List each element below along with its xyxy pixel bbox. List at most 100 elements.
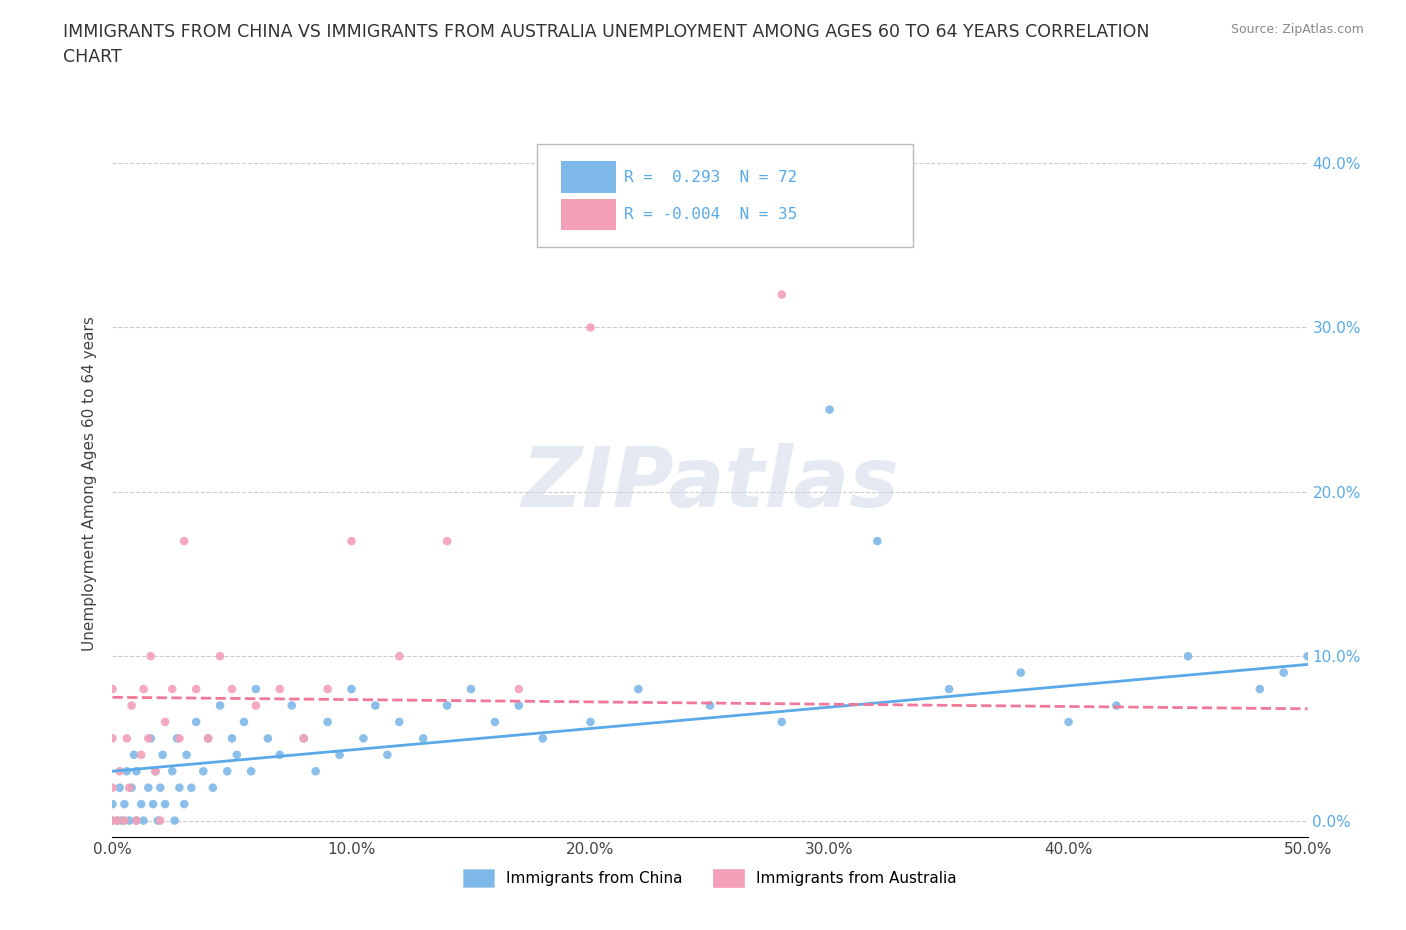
Point (221, 731, 243, 746)
Point (340, 682, 363, 697)
Point (169, 780, 191, 795)
Point (201, 780, 224, 795)
Point (1296, 649, 1319, 664)
Point (101, 682, 124, 697)
Legend: Immigrants from China, Immigrants from Australia: Immigrants from China, Immigrants from A… (457, 863, 963, 893)
Point (149, 813, 172, 828)
Point (125, 764, 148, 778)
Point (225, 748, 247, 763)
Point (114, 813, 135, 828)
Point (118, 813, 141, 828)
Text: R = -0.004  N = 35: R = -0.004 N = 35 (624, 206, 797, 221)
Point (292, 731, 315, 746)
Point (377, 748, 399, 763)
Point (1105, 698, 1128, 713)
Point (115, 731, 138, 746)
Point (245, 698, 267, 713)
Point (149, 780, 172, 795)
Point (176, 748, 198, 763)
Point (1272, 665, 1295, 680)
Point (531, 731, 554, 746)
Point (186, 714, 208, 729)
Point (388, 649, 411, 664)
Point (118, 780, 141, 795)
Point (173, 534, 195, 549)
FancyBboxPatch shape (561, 162, 616, 193)
Point (436, 698, 458, 713)
Point (257, 731, 280, 746)
Text: IMMIGRANTS FROM CHINA VS IMMIGRANTS FROM AUSTRALIA UNEMPLOYMENT AMONG AGES 60 TO: IMMIGRANTS FROM CHINA VS IMMIGRANTS FROM… (63, 23, 1150, 66)
Point (122, 748, 145, 763)
Point (180, 780, 202, 795)
Point (111, 813, 134, 828)
Point (125, 813, 148, 828)
Point (770, 287, 793, 302)
Point (352, 731, 374, 746)
Point (329, 748, 352, 763)
Point (101, 731, 124, 746)
Text: Source: ZipAtlas.com: Source: ZipAtlas.com (1230, 23, 1364, 36)
Point (138, 731, 160, 746)
Point (818, 402, 841, 417)
Point (108, 764, 131, 778)
Point (162, 682, 183, 697)
Point (125, 813, 148, 828)
Point (627, 682, 650, 697)
Point (162, 764, 183, 778)
FancyBboxPatch shape (561, 199, 616, 230)
Point (1010, 665, 1032, 680)
Point (436, 534, 458, 549)
Point (305, 764, 328, 778)
Point (579, 714, 602, 729)
Point (186, 682, 208, 697)
Point (221, 682, 243, 697)
Point (115, 764, 138, 778)
Point (209, 698, 232, 713)
Point (292, 731, 315, 746)
Point (101, 797, 124, 812)
Point (508, 682, 530, 697)
Point (142, 797, 165, 812)
Point (105, 813, 128, 828)
Point (209, 649, 232, 664)
Point (101, 813, 124, 828)
Point (484, 714, 506, 729)
Point (412, 731, 434, 746)
Point (938, 682, 960, 697)
Point (866, 534, 889, 549)
Point (139, 731, 162, 746)
Point (138, 780, 160, 795)
Point (145, 764, 167, 778)
Point (101, 813, 124, 828)
Y-axis label: Unemployment Among Ages 60 to 64 years: Unemployment Among Ages 60 to 64 years (82, 316, 97, 651)
Point (460, 682, 482, 697)
Point (340, 534, 363, 549)
Point (153, 714, 176, 729)
Point (129, 748, 152, 763)
Point (245, 682, 267, 697)
Point (114, 797, 135, 812)
Point (217, 764, 239, 778)
Point (316, 714, 339, 729)
Point (173, 797, 195, 812)
Point (166, 731, 188, 746)
Point (145, 764, 167, 778)
Point (508, 698, 530, 713)
Point (146, 813, 169, 828)
Point (197, 731, 219, 746)
Point (132, 682, 155, 697)
Point (388, 714, 411, 729)
Point (1057, 714, 1080, 729)
Point (197, 731, 219, 746)
Point (269, 748, 291, 763)
Point (169, 731, 191, 746)
Point (121, 780, 143, 795)
Point (193, 764, 215, 778)
Point (129, 797, 152, 812)
Point (152, 748, 174, 763)
Point (105, 813, 128, 828)
Point (1177, 649, 1199, 664)
Point (316, 682, 339, 697)
Point (132, 813, 155, 828)
Point (240, 764, 263, 778)
